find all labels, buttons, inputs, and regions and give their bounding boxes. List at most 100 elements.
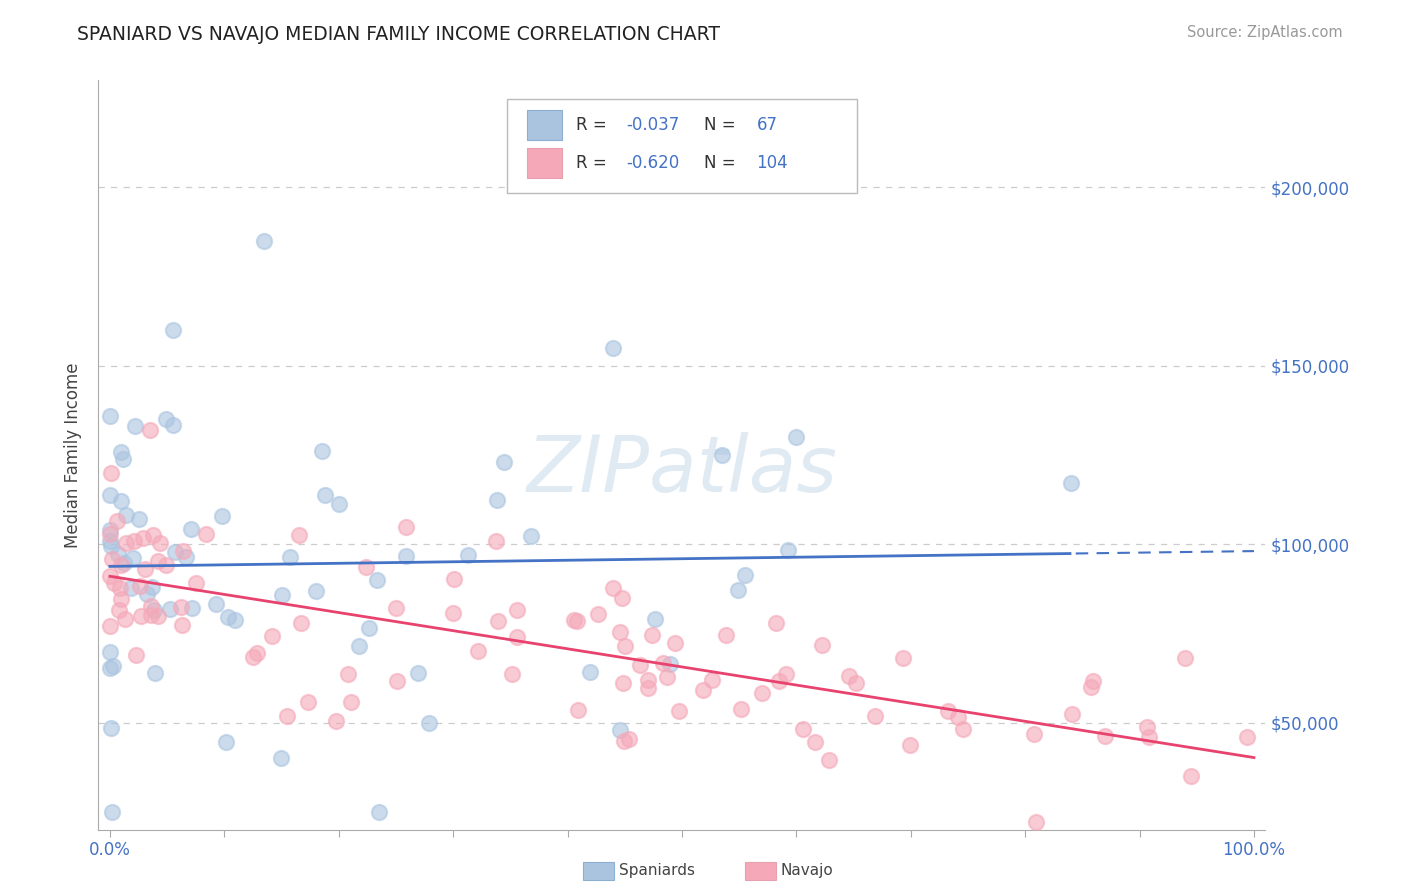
Point (716, 628, 738, 642)
Point (184, 576, 207, 591)
Point (366, 573, 388, 587)
Point (110, 494, 132, 508)
Point (614, 639, 637, 653)
Point (112, 452, 135, 467)
Point (359, 621, 381, 635)
Point (441, 606, 464, 620)
Point (702, 673, 724, 687)
Text: Navajo: Navajo (780, 863, 834, 878)
Point (253, 234, 276, 248)
Point (105, 514, 128, 528)
Point (891, 651, 914, 665)
Point (1236, 730, 1258, 744)
Point (792, 722, 814, 736)
Point (609, 624, 631, 639)
Point (501, 667, 523, 681)
Point (131, 531, 153, 545)
Point (194, 527, 217, 541)
Point (395, 549, 418, 563)
Point (98, 644, 121, 658)
Point (1137, 730, 1160, 744)
Point (98, 569, 121, 583)
Point (946, 709, 969, 723)
Text: Spaniards: Spaniards (619, 863, 695, 878)
Point (276, 708, 298, 723)
Y-axis label: Median Family Income: Median Family Income (65, 362, 83, 548)
Point (612, 676, 634, 690)
Point (148, 554, 170, 568)
Point (443, 572, 465, 586)
Point (613, 734, 636, 748)
Point (1081, 674, 1104, 689)
Point (136, 587, 159, 601)
Point (659, 657, 682, 672)
Point (120, 581, 142, 595)
Point (655, 670, 678, 684)
Point (863, 708, 886, 723)
Point (159, 602, 181, 616)
Text: -0.620: -0.620 (626, 153, 679, 171)
Point (172, 544, 194, 558)
Point (100, 466, 122, 480)
Point (122, 534, 145, 549)
Point (1136, 720, 1159, 734)
Bar (527, 148, 562, 178)
Point (125, 648, 148, 662)
Point (143, 665, 166, 680)
Point (610, 591, 633, 606)
Point (103, 575, 125, 590)
Point (205, 597, 228, 611)
Point (155, 558, 177, 573)
Point (644, 612, 666, 626)
Point (1025, 815, 1047, 830)
Point (1060, 707, 1083, 722)
Point (520, 529, 543, 543)
Point (110, 592, 132, 607)
Point (139, 423, 162, 437)
Point (664, 636, 686, 650)
Point (730, 702, 752, 716)
Point (775, 667, 797, 681)
Point (142, 603, 165, 617)
Text: 67: 67 (756, 116, 778, 134)
Point (100, 721, 122, 735)
Point (98, 409, 121, 424)
Point (734, 568, 756, 582)
Point (217, 609, 239, 624)
Point (406, 666, 429, 681)
Point (751, 686, 773, 700)
Point (418, 716, 440, 731)
Point (215, 735, 238, 749)
Text: ZIPatlas: ZIPatlas (526, 432, 838, 508)
Point (165, 544, 187, 558)
Point (107, 548, 129, 562)
Point (224, 613, 246, 627)
Point (98, 488, 121, 502)
Point (785, 430, 807, 444)
Point (131, 609, 153, 624)
Point (181, 600, 204, 615)
Point (115, 508, 138, 522)
Point (290, 616, 312, 631)
Text: R =: R = (575, 116, 612, 134)
Text: 104: 104 (756, 153, 789, 171)
Point (162, 418, 184, 433)
Point (768, 673, 790, 688)
Point (485, 492, 508, 507)
Point (129, 578, 152, 592)
Point (637, 673, 659, 688)
Point (1174, 651, 1197, 665)
Point (108, 581, 131, 595)
Point (112, 556, 135, 570)
Point (260, 629, 283, 643)
Text: N =: N = (704, 116, 741, 134)
Point (242, 650, 264, 665)
Point (325, 714, 347, 728)
Point (101, 551, 124, 566)
Point (98, 526, 121, 541)
Point (288, 527, 311, 541)
Point (602, 341, 624, 355)
Point (141, 608, 163, 623)
Point (506, 603, 529, 617)
Point (385, 673, 408, 688)
